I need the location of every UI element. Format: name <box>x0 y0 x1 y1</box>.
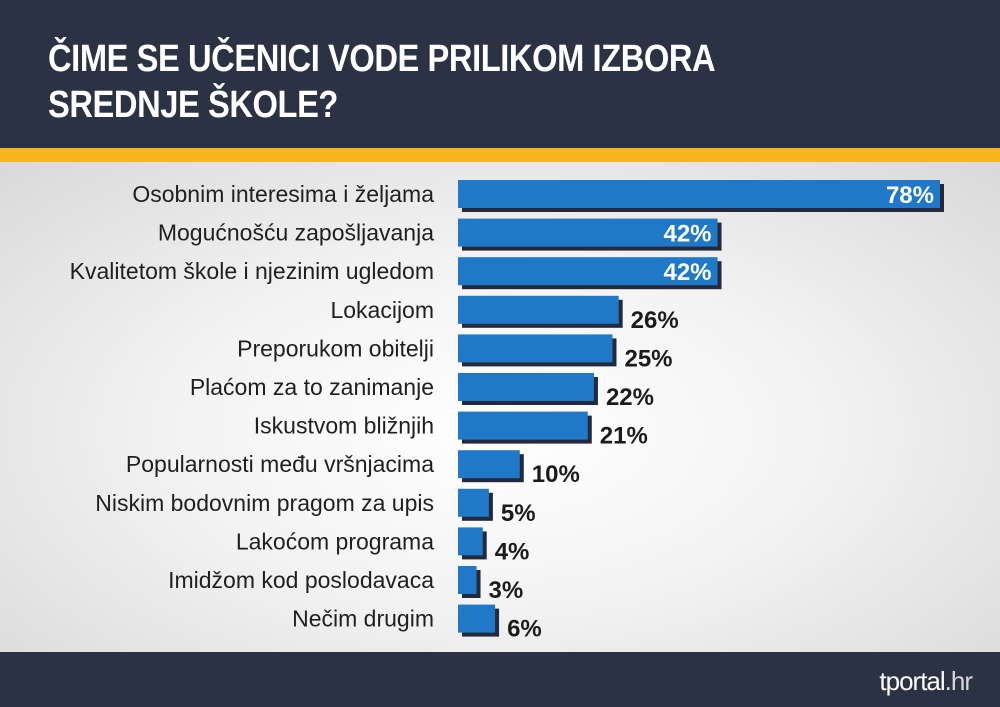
category-label: Preporukom obitelji <box>237 335 434 361</box>
category-label: Iskustvom bližnjih <box>254 413 434 439</box>
category-label: Osobnim interesima i željama <box>132 181 434 207</box>
value-label: 5% <box>501 500 536 527</box>
value-label: 25% <box>624 345 672 372</box>
title-line-2: SREDNJE ŠKOLE? <box>48 84 338 126</box>
bar-row: Imidžom kod poslodavaca 3% <box>168 566 523 604</box>
bar <box>458 180 940 208</box>
category-label: Lokacijom <box>330 297 434 323</box>
bar-row: Osobnim interesima i željama 78% <box>132 180 944 212</box>
category-label: Mogućnošću zapošljavanja <box>158 220 434 246</box>
bar-row: Mogućnošću zapošljavanja 42% <box>158 218 722 251</box>
bar-row: Plaćom za to zanimanje 22% <box>190 373 654 411</box>
value-label: 42% <box>663 259 711 286</box>
bar <box>458 488 489 517</box>
bar <box>458 373 594 401</box>
category-label: Lakoćom programa <box>236 528 434 554</box>
category-label: Plaćom za to zanimanje <box>190 374 434 400</box>
tportal-logo: tportal.hr <box>879 666 973 696</box>
category-label: Kvalitetom škole i njezinim ugledom <box>70 258 434 284</box>
value-label: 4% <box>495 538 530 565</box>
footer-bar: tportal.hr <box>0 652 1000 707</box>
bar-row: Lokacijom 26% <box>330 295 679 334</box>
value-label: 42% <box>663 221 711 248</box>
page-title: ČIME SE UČENICI VODE PRILIKOM IZBORA SRE… <box>48 36 716 128</box>
bar-row: Nečim drugim 6% <box>292 604 542 643</box>
value-label: 22% <box>606 384 654 411</box>
value-label: 6% <box>507 616 542 643</box>
value-label: 26% <box>631 307 679 334</box>
bar-row: Popularnosti među vršnjacima 10% <box>126 450 580 488</box>
value-label: 21% <box>600 423 648 450</box>
bar-row: Niskim bodovnim pragom za upis 5% <box>95 488 536 527</box>
category-label: Imidžom kod poslodavaca <box>168 567 434 593</box>
bar-row: Lakoćom programa 4% <box>236 527 530 565</box>
logo-main: tportal <box>879 666 945 696</box>
bar <box>458 334 613 363</box>
bar <box>458 566 477 594</box>
value-label: 10% <box>532 461 580 488</box>
value-label: 3% <box>489 577 524 604</box>
bar-row: Kvalitetom škole i njezinim ugledom 42% <box>70 257 722 290</box>
value-label: 78% <box>886 182 934 209</box>
logo-suffix: .hr <box>944 666 973 696</box>
title-line-1: ČIME SE UČENICI VODE PRILIKOM IZBORA <box>48 38 716 80</box>
accent-stripe <box>0 148 1000 162</box>
category-label: Popularnosti među vršnjacima <box>126 451 434 477</box>
header-bar: ČIME SE UČENICI VODE PRILIKOM IZBORA SRE… <box>0 0 1000 148</box>
bar <box>458 411 588 440</box>
bar <box>458 604 496 633</box>
bar <box>458 218 718 247</box>
bar <box>458 450 520 479</box>
category-label: Nečim drugim <box>292 606 434 632</box>
category-label: Niskim bodovnim pragom za upis <box>95 490 434 516</box>
bar-row: Iskustvom bližnjih 21% <box>254 411 648 450</box>
bar <box>458 527 483 556</box>
bar-row: Preporukom obitelji 25% <box>237 334 673 372</box>
bar <box>458 295 619 324</box>
bar <box>458 257 718 286</box>
